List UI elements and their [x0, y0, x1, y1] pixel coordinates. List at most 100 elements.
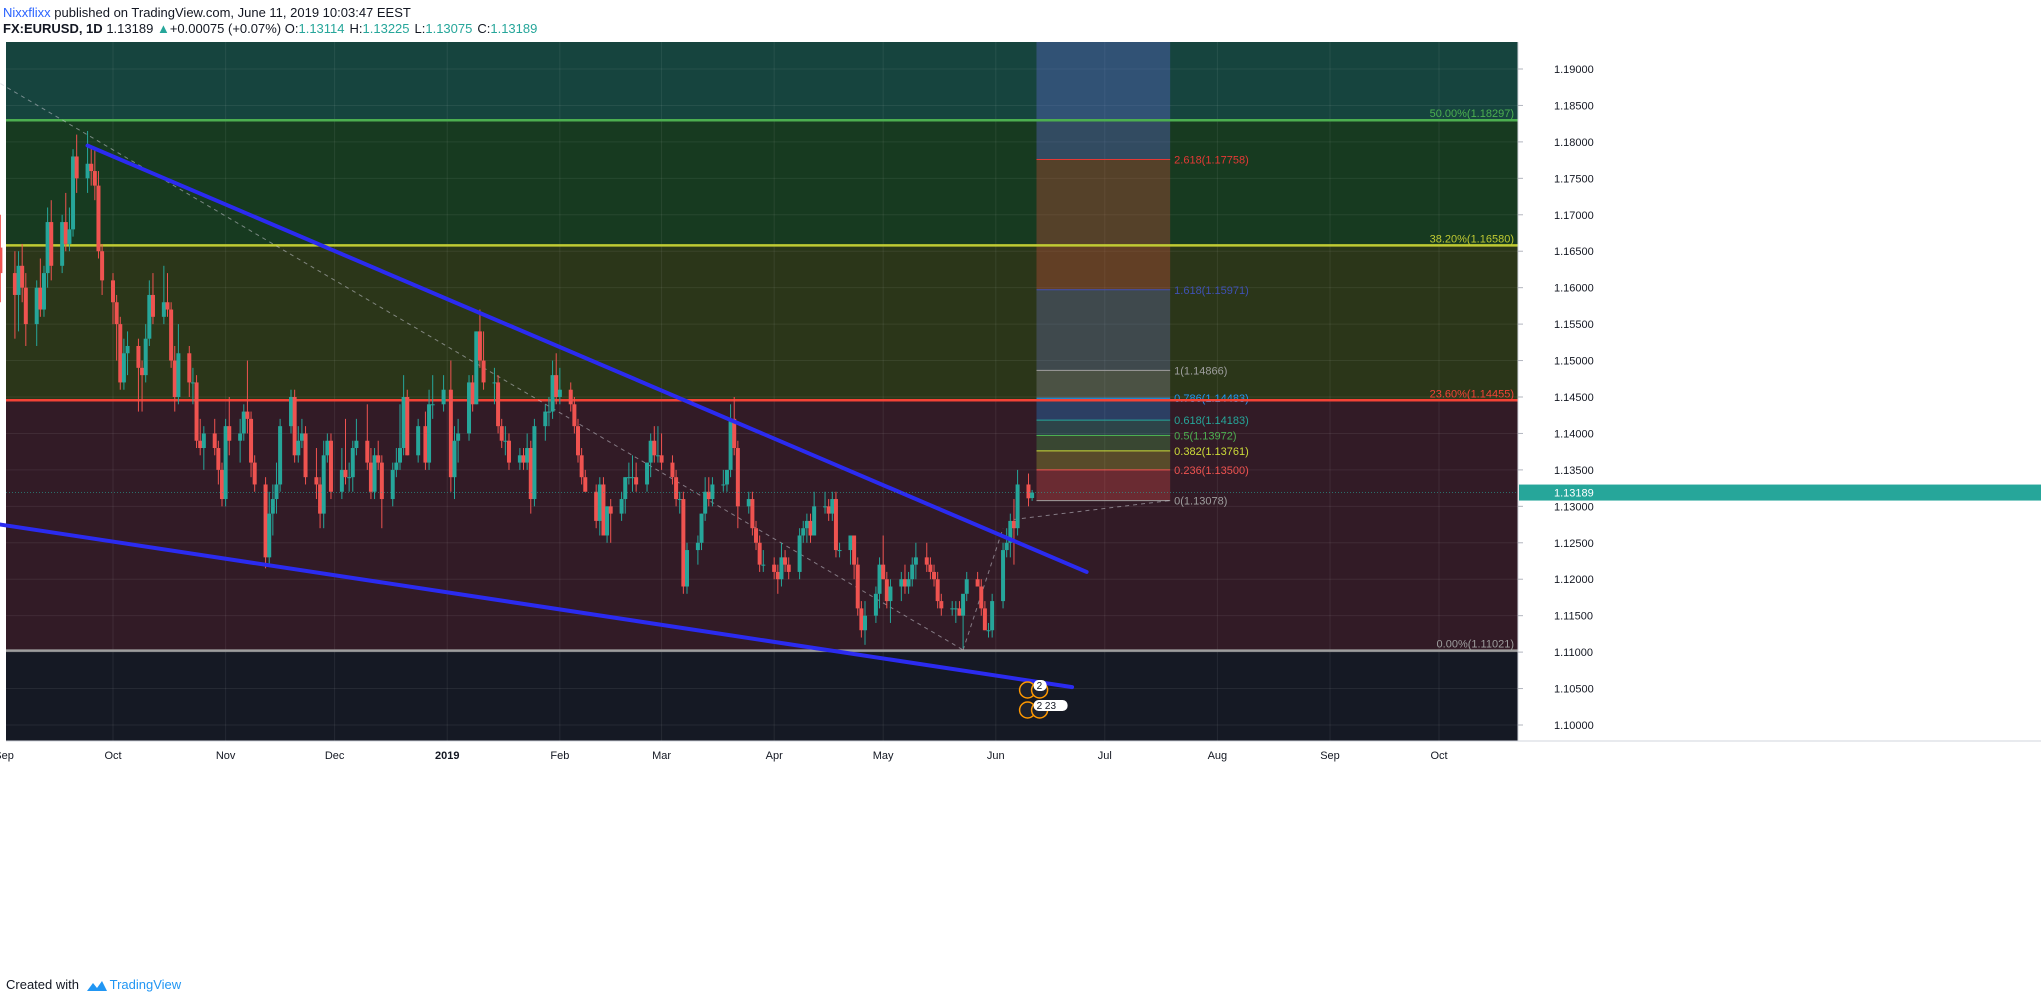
candle-body: [467, 382, 472, 434]
candle: [583, 469, 588, 492]
candle: [140, 360, 145, 412]
candle-body: [950, 608, 955, 610]
candle-body: [212, 433, 217, 449]
candle: [517, 448, 522, 470]
candle: [699, 513, 704, 551]
candle: [684, 542, 689, 594]
time-tick-label: Dec: [325, 750, 345, 762]
candle-body: [626, 477, 631, 479]
candle: [318, 477, 323, 529]
candle-body: [684, 550, 689, 587]
candle-body: [677, 499, 682, 501]
price-tick-label: 1.14500: [1554, 392, 1594, 404]
candle: [1026, 473, 1031, 507]
zone-38-23: [6, 245, 1518, 401]
candle: [852, 535, 857, 580]
candle-body: [85, 163, 90, 179]
fib-ext-band: [1036, 370, 1171, 399]
candle: [216, 440, 221, 485]
candle: [953, 601, 958, 623]
candle: [670, 455, 675, 485]
candle-body: [975, 579, 980, 587]
candle-body: [23, 287, 28, 325]
candle: [74, 134, 79, 193]
event-marker-upper-count: 2: [1037, 681, 1043, 692]
candle: [786, 557, 791, 580]
candle: [169, 302, 174, 368]
candle-body: [721, 484, 726, 486]
candle: [823, 491, 828, 514]
candle-body: [1004, 542, 1009, 551]
candle-body: [517, 455, 522, 463]
candle: [296, 426, 301, 463]
author-link[interactable]: Nixxflixx: [3, 5, 51, 20]
candle: [16, 251, 21, 332]
candle-body: [401, 397, 406, 449]
candle-body: [477, 331, 482, 361]
published-text: published on TradingView.com, June 11, 2…: [54, 5, 411, 20]
candle: [249, 411, 254, 478]
price-chart[interactable]: 2.618(1.17758) 1.618(1.15971) 1(1.14866) 0.…: [0, 42, 2041, 967]
tradingview-link[interactable]: TradingView: [109, 977, 182, 992]
upper-trendline: [85, 143, 1089, 574]
candle-body: [554, 375, 559, 397]
price-axis: 1.10000 1.10500 1.11000 1.11500 1.12000 1.125…: [1517, 42, 2041, 741]
candle-body: [219, 469, 224, 500]
time-tick-label: Apr: [766, 750, 783, 762]
candle-body: [961, 593, 966, 616]
candle-body: [150, 294, 155, 317]
candle: [950, 601, 955, 616]
candle-body: [902, 579, 907, 587]
candle-body: [241, 411, 246, 434]
candle: [34, 280, 39, 346]
candle: [325, 433, 330, 463]
candle-body: [474, 331, 479, 405]
fib-ext-label: 0.618(1.14183): [1174, 415, 1249, 427]
fib-ext-band: [1036, 159, 1171, 290]
candle-body: [506, 440, 511, 463]
candle: [339, 448, 344, 500]
candle-body: [605, 506, 610, 536]
candle-body: [368, 462, 373, 492]
candle-body: [670, 462, 675, 478]
candle: [198, 418, 203, 456]
candle: [557, 367, 562, 405]
candle-body: [761, 564, 766, 566]
fib-ext-label: 1.618(1.15971): [1174, 285, 1249, 297]
candle-body: [826, 506, 831, 514]
candle: [212, 418, 217, 456]
candle-body: [111, 280, 115, 303]
candle: [427, 389, 432, 470]
candle: [492, 367, 497, 405]
candle-body: [343, 469, 348, 478]
candle: [1011, 499, 1016, 565]
ohlc-high: H:1.13225: [349, 21, 410, 36]
time-axis-background: [0, 741, 2041, 967]
candle: [379, 455, 384, 529]
fib-ext-label: 0.5(1.13972): [1174, 430, 1236, 442]
candle-body: [576, 426, 581, 456]
candle-body: [89, 163, 94, 172]
price-tick-label: 1.16000: [1554, 283, 1594, 295]
candle-body: [448, 389, 453, 478]
candle-body: [194, 382, 199, 441]
candle: [430, 375, 435, 419]
candle-body: [939, 601, 944, 609]
candle: [859, 601, 864, 638]
created-with: Created with TradingView: [6, 977, 181, 992]
time-tick-label: Aug: [1208, 750, 1228, 762]
candle: [982, 601, 987, 631]
candle-body: [347, 477, 352, 479]
price-tick-label: 1.15500: [1554, 319, 1594, 331]
chart-area[interactable]: 2.618(1.17758) 1.618(1.15971) 1(1.14866) 0.…: [0, 42, 2041, 967]
fib-retracement: 50.00%(1.18297) 38.20%(1.16580) 23.60%(1.1…: [6, 108, 1518, 652]
time-tick-label: Sep: [1320, 750, 1340, 762]
candle: [626, 462, 631, 485]
candle: [227, 397, 232, 456]
candle: [289, 389, 294, 434]
up-arrow-icon: ▲: [156, 21, 170, 36]
candle: [38, 258, 43, 317]
candle: [1008, 513, 1013, 558]
candle: [165, 273, 170, 317]
event-markers: 2 2 23: [1018, 680, 1068, 719]
